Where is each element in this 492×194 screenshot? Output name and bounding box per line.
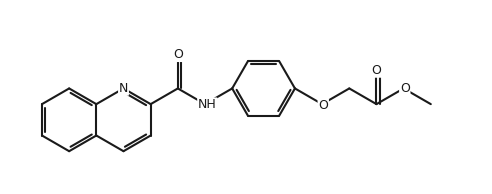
Text: NH: NH <box>198 98 216 111</box>
Text: O: O <box>318 99 328 112</box>
Text: O: O <box>173 48 183 61</box>
Text: O: O <box>400 82 410 95</box>
Text: N: N <box>119 82 128 95</box>
Text: O: O <box>371 64 381 77</box>
